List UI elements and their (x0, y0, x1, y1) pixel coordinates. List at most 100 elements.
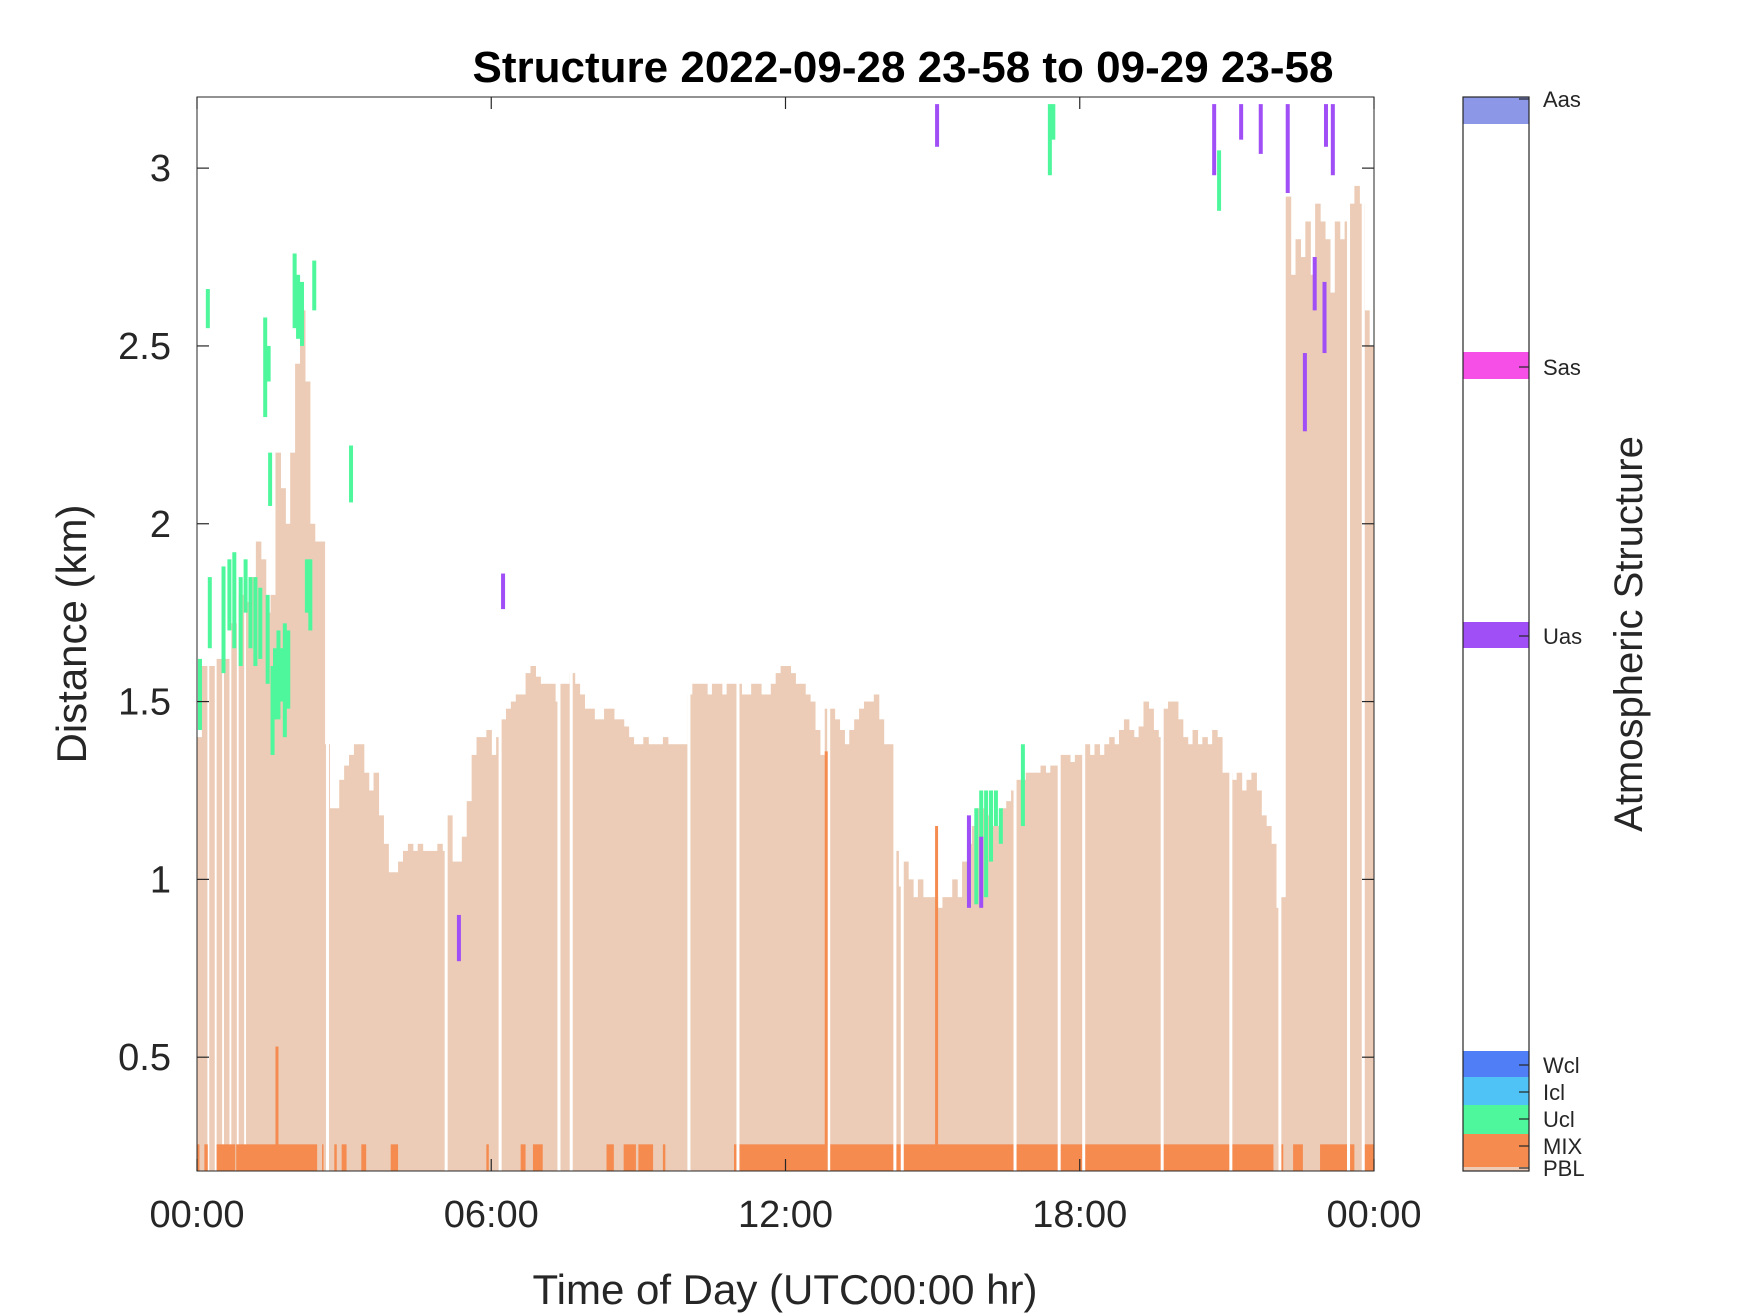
pbl-bar (863, 701, 870, 1171)
ucl-segment (308, 559, 313, 631)
pbl-bar (1123, 719, 1130, 1171)
pbl-bar (1241, 790, 1248, 1171)
uas-segment (1258, 104, 1263, 154)
pbl-bar (760, 694, 767, 1171)
pbl-bar (422, 850, 429, 1171)
pbl-bar (1006, 801, 1012, 1171)
pbl-bar (304, 381, 311, 1171)
data-gap (1057, 97, 1061, 1171)
pbl-bar (643, 737, 649, 1171)
ucl-segment (232, 552, 237, 649)
pbl-bar (726, 683, 733, 1171)
mix-surface-segment (216, 1144, 236, 1171)
pbl-bar (1148, 708, 1154, 1171)
axis-ticks: 00:00 06:00 12:00 18:00 00:00 0.5 1 1.5 2 2.5 3 (118, 97, 1422, 1236)
pbl-bar (1050, 765, 1056, 1171)
pbl-bar (868, 701, 875, 1171)
pbl-bar (201, 666, 208, 1171)
y-tick-label: 1 (150, 859, 171, 901)
colorbar-label-wcl: Wcl (1543, 1053, 1580, 1078)
pbl-bar (525, 673, 532, 1171)
mix-surface-segment (638, 1144, 654, 1171)
pbl-bar (309, 523, 316, 1171)
pbl-bar (491, 754, 497, 1171)
pbl-bar (383, 843, 389, 1171)
pbl-bar (1114, 744, 1120, 1171)
pbl-bar (1138, 726, 1145, 1171)
pbl-bar (584, 708, 590, 1171)
pbl-bar (447, 815, 453, 1171)
pbl-bar (638, 744, 644, 1171)
pbl-bar (510, 701, 517, 1171)
pbl-bar (633, 744, 639, 1171)
pbl-bar (373, 772, 380, 1171)
pbl-bar (1315, 203, 1321, 1171)
pbl-bar (859, 708, 865, 1171)
mix-surface-segment (361, 1144, 367, 1171)
pbl-bar (1099, 754, 1105, 1171)
pbl-bar (991, 826, 997, 1171)
data-gap (1229, 97, 1233, 1171)
pbl-bar (981, 808, 988, 1171)
pbl-bar (402, 850, 409, 1171)
pbl-bar (1084, 744, 1091, 1171)
pbl-bar (1334, 221, 1341, 1171)
ucl-segment (349, 445, 354, 503)
pbl-bar (1202, 737, 1208, 1171)
pbl-bar (486, 730, 492, 1171)
ucl-segment (993, 790, 998, 827)
pbl-bar (1040, 765, 1047, 1171)
uas-segment (1323, 104, 1328, 147)
ucl-segment (299, 281, 304, 346)
pbl-bar (1065, 754, 1071, 1171)
colorbar-swatch-aas (1463, 97, 1529, 124)
pbl-bar (393, 872, 399, 1171)
pbl-bar (505, 708, 512, 1171)
pbl-bar (238, 594, 245, 1171)
pbl-bar (599, 719, 605, 1171)
uas-segment (1302, 353, 1307, 432)
pbl-bar (697, 683, 703, 1171)
pbl-bar (657, 744, 664, 1171)
pbl-bar (834, 719, 841, 1171)
pbl-bar (1168, 701, 1174, 1171)
pbl-bar (270, 594, 277, 1171)
ucl-segment (221, 566, 226, 674)
pbl-bar (1153, 730, 1159, 1171)
ucl-segment (266, 345, 271, 382)
pbl-bar (378, 815, 384, 1171)
pbl-bar (800, 683, 806, 1171)
mix-surface-segment (197, 1144, 200, 1171)
pbl-bar (368, 790, 375, 1171)
pbl-bar (1271, 843, 1277, 1171)
pbl-bar (407, 843, 414, 1171)
colorbar-swatch-wcl (1463, 1051, 1529, 1077)
y-tick-label: 2.5 (118, 326, 171, 368)
pbl-bar (1261, 815, 1267, 1171)
pbl-bar (290, 452, 296, 1171)
pbl-bar (432, 850, 438, 1171)
mix-spike (275, 1046, 279, 1171)
pbl-bar (1016, 779, 1022, 1171)
ucl-segment (248, 577, 253, 649)
pbl-bar (476, 737, 483, 1171)
colorbar-swatch-mix (1463, 1134, 1529, 1167)
pbl-bar (662, 737, 669, 1171)
colorbar-label-sas: Sas (1543, 355, 1581, 380)
pbl-bar (1266, 826, 1272, 1171)
pbl-bar (775, 673, 782, 1171)
data-gap (893, 97, 897, 1171)
x-tick-label: 12:00 (738, 1194, 833, 1236)
mix-surface-segment (341, 1144, 347, 1171)
ucl-segment (296, 274, 301, 339)
pbl-bar (1177, 719, 1184, 1171)
mix-surface-segment (1320, 1144, 1348, 1171)
pbl-bar (1320, 221, 1326, 1171)
pbl-bar (878, 719, 885, 1171)
pbl-bar (246, 601, 252, 1171)
ucl-segment (989, 790, 994, 862)
pbl-bar (604, 708, 610, 1171)
pbl-bar (209, 666, 215, 1171)
mix-surface-segment (623, 1144, 636, 1171)
